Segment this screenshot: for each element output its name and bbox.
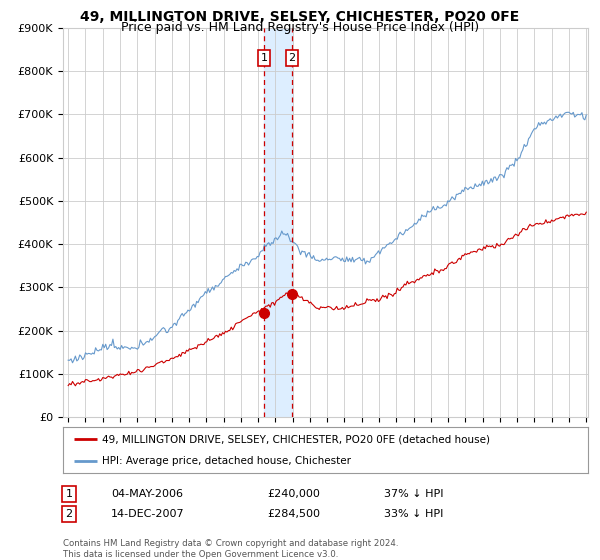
Bar: [264, 28, 292, 417]
Text: 49, MILLINGTON DRIVE, SELSEY, CHICHESTER, PO20 0FE: 49, MILLINGTON DRIVE, SELSEY, CHICHESTER…: [80, 10, 520, 24]
Text: £240,000: £240,000: [267, 489, 320, 499]
Text: HPI: Average price, detached house, Chichester: HPI: Average price, detached house, Chic…: [103, 456, 352, 466]
Text: Price paid vs. HM Land Registry's House Price Index (HPI): Price paid vs. HM Land Registry's House …: [121, 21, 479, 34]
Text: 2: 2: [65, 509, 73, 519]
Text: 14-DEC-2007: 14-DEC-2007: [111, 509, 185, 519]
Text: 49, MILLINGTON DRIVE, SELSEY, CHICHESTER, PO20 0FE (detached house): 49, MILLINGTON DRIVE, SELSEY, CHICHESTER…: [103, 434, 490, 444]
Text: 1: 1: [260, 53, 268, 63]
Text: 33% ↓ HPI: 33% ↓ HPI: [384, 509, 443, 519]
Text: 37% ↓ HPI: 37% ↓ HPI: [384, 489, 443, 499]
Text: £284,500: £284,500: [267, 509, 320, 519]
Text: 1: 1: [65, 489, 73, 499]
Text: Contains HM Land Registry data © Crown copyright and database right 2024.
This d: Contains HM Land Registry data © Crown c…: [63, 539, 398, 559]
Text: 04-MAY-2006: 04-MAY-2006: [111, 489, 183, 499]
Text: 2: 2: [289, 53, 296, 63]
